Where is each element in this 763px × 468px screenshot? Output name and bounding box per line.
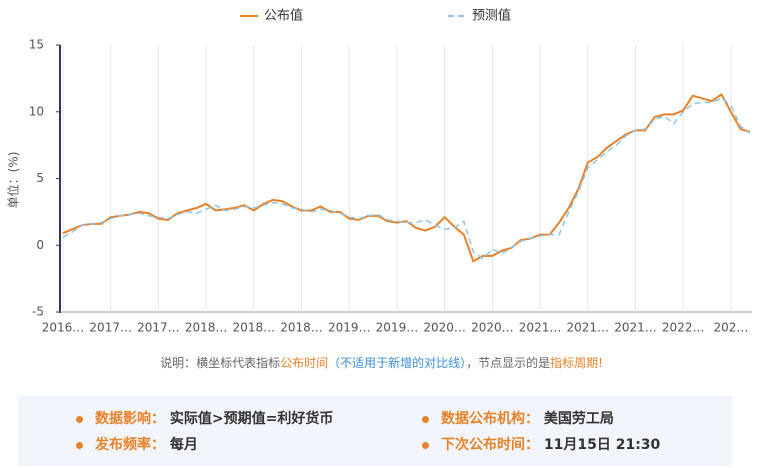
x-tick-label: 2020… [471, 321, 514, 335]
info-value: 每月 [169, 437, 198, 453]
note-text: ，节点显示的是 [466, 356, 551, 370]
info-item: 下次公布时间： 11月15日 21:30 [422, 434, 660, 454]
legend-label: 公布值 [264, 8, 303, 24]
x-tick-label: 2018… [185, 321, 228, 335]
info-label: 发布频率： [95, 437, 165, 453]
x-tick-label: 2019… [328, 321, 371, 335]
x-tick-label: 2021… [567, 321, 610, 335]
info-label: 数据公布机构： [441, 411, 539, 427]
x-tick-label: 2022… [662, 321, 705, 335]
x-tick-label: 2017… [137, 321, 180, 335]
x-tick-label: 2021… [519, 321, 562, 335]
info-value: 11月15日 21:30 [543, 437, 661, 453]
x-tick-label: 2021… [614, 321, 657, 335]
note-text: 说明：横坐标代表指标 [160, 356, 281, 370]
y-tick-label: 5 [36, 171, 44, 185]
x-tick-label: 2017… [89, 321, 132, 335]
legend-label: 预测值 [472, 8, 511, 24]
info-label: 数据影响： [95, 411, 165, 427]
y-tick-label: 15 [29, 38, 44, 52]
y-axis-label: 单位：(%) [6, 152, 21, 209]
note: 说明：横坐标代表指标公布时间（不适用于新增的对比线），节点显示的是指标周期! [0, 354, 763, 371]
y-tick-label: 0 [36, 238, 44, 252]
series-line [62, 97, 751, 260]
x-tick-label: 2016… [42, 321, 85, 335]
info-item: 数据影响： 实际值>预期值=利好货币 [76, 408, 333, 428]
x-tick-label: 2018… [233, 321, 276, 335]
info-label: 下次公布时间： [441, 437, 539, 453]
info-item: 发布频率： 每月 [76, 434, 198, 454]
series-line [62, 92, 751, 263]
y-tick-label: 10 [29, 104, 44, 118]
info-panel: 数据影响： 实际值>预期值=利好货币 数据公布机构： 美国劳工局 发布频率： 每… [18, 396, 732, 466]
x-tick-label: 2020… [423, 321, 466, 335]
note-text: 公布时间 [280, 356, 329, 370]
info-value: 美国劳工局 [543, 411, 614, 427]
note-text: 指标周期! [550, 356, 603, 370]
y-tick-label: -5 [32, 305, 44, 319]
x-tick-label: 2019… [376, 321, 419, 335]
x-tick-label: 2018… [280, 321, 323, 335]
info-value: 实际值>预期值=利好货币 [169, 411, 334, 427]
info-item: 数据公布机构： 美国劳工局 [422, 408, 614, 428]
note-text: （不适用于新增的对比线） [328, 356, 467, 370]
x-tick-label: 202… [713, 321, 748, 335]
chart: 单位：(%) -5 0 5 10 15 2016… 2017… 2017… 2018… 2018…… [6, 8, 752, 335]
